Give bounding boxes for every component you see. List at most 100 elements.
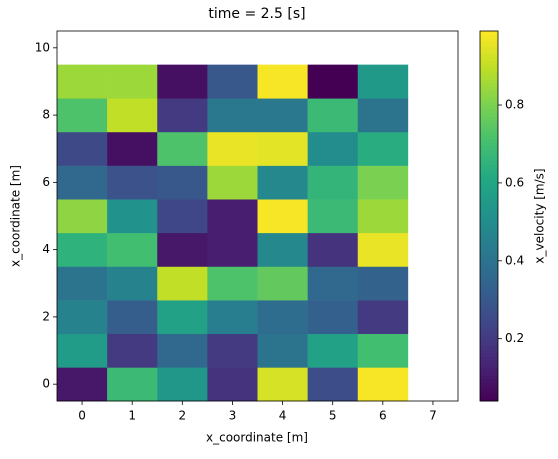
colorbar-segment: [480, 167, 498, 173]
colorbar-segment: [480, 319, 498, 324]
heatmap-cell: [57, 64, 108, 99]
x-axis-label: x_coordinate [m]: [206, 431, 308, 445]
heatmap-cell: [307, 232, 359, 267]
colorbar-segment: [480, 219, 498, 224]
colorbar-segment: [480, 79, 498, 84]
heatmap-cell: [57, 199, 108, 234]
colorbar-segment: [480, 156, 498, 161]
heatmap-cell: [57, 333, 108, 368]
colorbar-segment: [480, 105, 498, 110]
colorbar-segment: [480, 338, 498, 343]
colorbar-segment: [480, 378, 498, 383]
heatmap-cell: [257, 232, 308, 267]
colorbar-segment: [480, 297, 498, 302]
plot-frame: [56, 30, 459, 402]
colorbar-segment: [480, 286, 498, 291]
colorbar-segment: [480, 64, 498, 69]
colorbar-segment: [480, 175, 498, 180]
colorbar-segment: [480, 341, 498, 346]
heatmap-cell: [307, 300, 359, 335]
heatmap-cell: [107, 300, 158, 335]
colorbar-segment: [480, 367, 498, 372]
colorbar-segment: [480, 153, 498, 158]
heatmap-cell: [207, 131, 258, 166]
heatmap-cell: [207, 64, 258, 99]
colorbar-segment: [480, 130, 498, 136]
colorbar-segment: [480, 149, 498, 154]
colorbar-segment: [480, 304, 498, 309]
colorbar-segment: [480, 42, 498, 47]
heatmap-cell: [257, 300, 308, 335]
colorbar-segment: [480, 327, 498, 332]
heatmap-cell: [57, 300, 108, 335]
heatmap-cell: [207, 98, 258, 133]
colorbar-segment: [480, 290, 498, 295]
heatmap-cell: [307, 266, 359, 301]
colorbar-segment: [480, 86, 498, 91]
colorbar-frame: [479, 30, 499, 402]
heatmap-cell: [207, 266, 258, 301]
heatmap-cell: [157, 367, 208, 402]
heatmap-cell: [107, 131, 158, 166]
heatmap-cell: [107, 165, 158, 200]
heatmap-cell: [107, 199, 158, 234]
heatmap-cell: [357, 266, 409, 301]
heatmap-cell: [157, 232, 208, 267]
heatmap-cell: [357, 333, 409, 368]
heatmap-cell: [157, 131, 208, 166]
colorbar-segment: [480, 31, 498, 36]
colorbar-segment: [480, 308, 498, 313]
colorbar-segment: [480, 119, 498, 124]
colorbar-segment: [480, 345, 498, 350]
colorbar-segment: [480, 349, 498, 354]
heatmap-cell: [257, 98, 308, 133]
heatmap-cell: [207, 199, 258, 234]
colorbar-segment: [480, 45, 498, 50]
heatmap-cell: [107, 64, 158, 99]
colorbar-segment: [480, 179, 498, 184]
heatmap-cell: [307, 367, 359, 402]
heatmap-cell: [257, 131, 308, 166]
colorbar-segment: [480, 93, 498, 99]
heatmap-cell: [57, 367, 108, 402]
colorbar-segment: [480, 208, 498, 213]
heatmap-cell: [357, 131, 409, 166]
heatmap-cell: [207, 367, 258, 402]
colorbar-segment: [480, 82, 498, 87]
colorbar-segment: [480, 193, 498, 198]
heatmap-cell: [357, 64, 409, 99]
colorbar-segment: [480, 275, 498, 280]
heatmap-cell: [307, 333, 359, 368]
colorbar-segment: [480, 75, 498, 80]
colorbar-segment: [480, 278, 498, 284]
heatmap-cell: [357, 165, 409, 200]
heatmap-cell: [157, 266, 208, 301]
x-tick-label: 2: [178, 409, 186, 423]
colorbar-segment: [480, 123, 498, 128]
heatmap-cell: [257, 165, 308, 200]
heatmap-cell: [257, 64, 308, 99]
chart-title: time = 2.5 [s]: [208, 6, 305, 22]
colorbar-segment: [480, 34, 498, 39]
colorbar-segment: [480, 352, 498, 358]
colorbar-segment: [480, 253, 498, 258]
heatmap-cell: [157, 98, 208, 133]
colorbar-segment: [480, 71, 498, 76]
colorbar-segment: [480, 293, 498, 298]
colorbar-segment: [480, 386, 498, 391]
heatmap-cell: [57, 98, 108, 133]
colorbar-segment: [480, 186, 498, 191]
y-tick-label: 2: [42, 309, 50, 323]
colorbar-segment: [480, 97, 498, 102]
y-tick-label: 10: [35, 40, 50, 54]
colorbar-segment: [480, 68, 498, 73]
heatmap-cell: [107, 333, 158, 368]
heatmap-cell: [307, 131, 359, 166]
heatmap-cell: [107, 98, 158, 133]
colorbar-segment: [480, 160, 498, 165]
colorbar-segment: [480, 238, 498, 243]
heatmap-cell: [357, 98, 409, 133]
heatmap-cell: [307, 64, 359, 99]
colorbar-segment: [480, 56, 498, 62]
